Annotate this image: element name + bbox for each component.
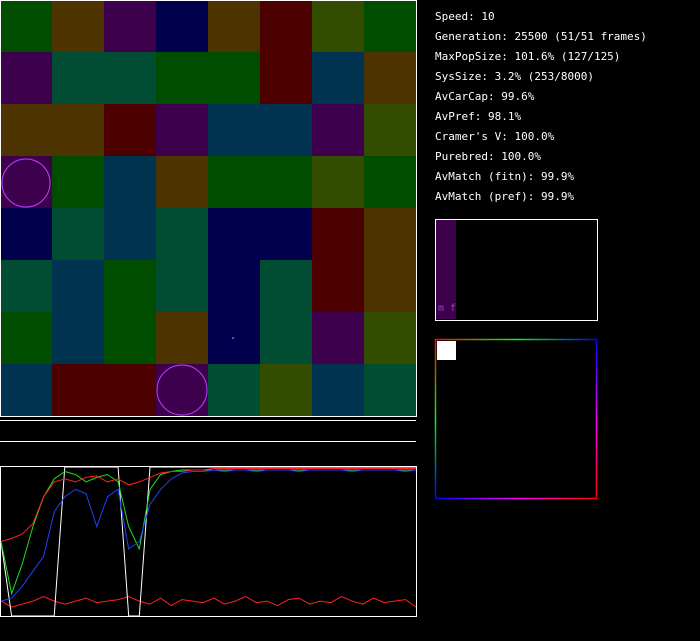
cell [104, 312, 156, 364]
agent [232, 337, 234, 339]
cell [208, 260, 260, 312]
cell [104, 260, 156, 312]
stat: AvPref: 98.1% [435, 110, 521, 123]
cell [0, 156, 52, 208]
cell [208, 208, 260, 260]
cell [208, 52, 260, 104]
sex-panel [435, 219, 598, 321]
cell [260, 104, 312, 156]
stat: AvCarCap: 99.6% [435, 90, 535, 103]
cell [208, 0, 260, 52]
cell [0, 104, 52, 156]
cell [312, 208, 364, 260]
cell [364, 208, 416, 260]
cell [364, 312, 416, 364]
cell [104, 156, 156, 208]
cell [364, 0, 416, 52]
cell [364, 156, 416, 208]
cell [156, 104, 208, 156]
cell [312, 0, 364, 52]
cell [364, 364, 416, 416]
sex-bar [436, 220, 456, 319]
cell [0, 312, 52, 364]
cell [260, 260, 312, 312]
cell [364, 260, 416, 312]
cell [156, 52, 208, 104]
cell [0, 208, 52, 260]
stat: AvMatch (fitn): 99.9% [435, 170, 574, 183]
cell [260, 0, 312, 52]
cell [260, 208, 312, 260]
stat: MaxPopSize: 101.6% (127/125) [435, 50, 620, 63]
cell [312, 260, 364, 312]
cell [0, 260, 52, 312]
cell [312, 104, 364, 156]
cell [52, 364, 104, 416]
cell [208, 104, 260, 156]
plot-line [0, 466, 416, 617]
stats: Speed: 10 Generation: 25500 (51/51 frames… [435, 10, 647, 203]
cell [312, 156, 364, 208]
cell [52, 52, 104, 104]
board [0, 0, 416, 416]
cell [260, 364, 312, 416]
plot [0, 466, 417, 617]
cell [208, 156, 260, 208]
cell [364, 52, 416, 104]
preference-panel [434, 338, 598, 500]
stat: Cramer's V: 100.0% [435, 130, 555, 143]
plot-line [0, 596, 417, 608]
cell [52, 104, 104, 156]
cell [260, 156, 312, 208]
cell [0, 52, 52, 104]
agent [156, 364, 208, 416]
cell [312, 52, 364, 104]
cell [260, 312, 312, 364]
cell [52, 260, 104, 312]
cell [104, 364, 156, 416]
sex-label: m f [438, 303, 456, 314]
cell [208, 364, 260, 416]
stat: Purebred: 100.0% [435, 150, 541, 163]
cell [364, 104, 416, 156]
plot-line [0, 468, 416, 542]
cell [312, 312, 364, 364]
cell [104, 52, 156, 104]
stat: Speed: 10 [435, 10, 495, 23]
cell [104, 104, 156, 156]
agent [1, 158, 51, 208]
stat: Generation: 25500 (51/51 frames) [435, 30, 647, 43]
cell [52, 0, 104, 52]
stat: AvMatch (pref): 99.9% [435, 190, 574, 203]
cell [156, 260, 208, 312]
cell [52, 312, 104, 364]
preference-cell [437, 341, 456, 360]
board-border [0, 0, 417, 417]
cell [0, 364, 52, 416]
cell [0, 0, 52, 52]
cell [156, 0, 208, 52]
cell [260, 52, 312, 104]
stat: SysSize: 3.2% (253/8000) [435, 70, 594, 83]
cell [156, 156, 208, 208]
plot-line [0, 469, 416, 596]
cell [312, 364, 364, 416]
cell [104, 208, 156, 260]
cell [52, 156, 104, 208]
cell [104, 0, 156, 52]
plot-line [0, 469, 417, 602]
cell [52, 208, 104, 260]
cell [156, 312, 208, 364]
cell [156, 208, 208, 260]
